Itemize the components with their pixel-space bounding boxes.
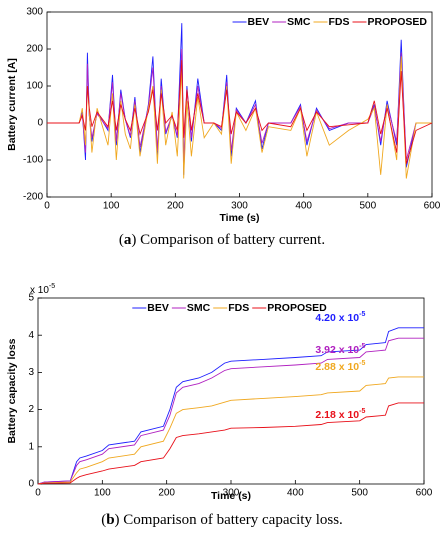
multiplier-exponent: -5 [49,283,55,290]
legend-label: SMC [187,302,211,314]
y-tick-label: 3 [28,367,34,378]
x-tick-label: 300 [223,488,240,499]
legend-label: PROPOSED [267,302,327,314]
annotation-exponent: -5 [359,311,365,318]
annotation-base: 2.88 x 10 [315,361,359,373]
series-line [37,376,424,485]
x-tick-label: 100 [94,488,111,499]
x-tick-label: 400 [295,201,312,212]
caption-part: ( [119,232,124,248]
y-tick-label: -200 [23,192,43,203]
caption-part: b [106,512,114,528]
caption: (b) Comparison of battery capacity loss. [101,512,343,528]
x-tick-label: 500 [351,488,368,499]
y-tick-label: 4 [28,330,34,341]
annotation: 2.18 x 10-5 [315,408,365,421]
caption-part: ) Comparison of battery current. [131,232,325,248]
annotation-base: 2.18 x 10 [315,409,359,421]
legend-label: SMC [287,16,311,28]
annotation: 3.92 x 10-5 [315,343,365,356]
x-tick-label: 200 [158,488,175,499]
annotation-exponent: -5 [359,408,365,415]
y-axis-label: Battery capacity loss [6,338,18,443]
y-tick-label: 5 [28,293,34,304]
x-tick-label: 300 [231,201,248,212]
legend-label: BEV [248,16,270,28]
y-tick-label: 200 [26,44,43,55]
y-tick-label: 2 [28,404,34,415]
annotation-base: 4.20 x 10 [315,312,359,324]
legend-label: FDS [228,302,249,314]
y-tick-label: -100 [23,155,43,166]
annotation: 4.20 x 10-5 [315,311,365,324]
y-axis-label: Battery current [A] [6,58,18,151]
axis-multiplier: x 10-5 [30,283,55,296]
series-line [37,337,424,485]
x-axis-label: Time (s) [219,212,259,224]
x-tick-label: 600 [424,201,441,212]
series-line [47,56,432,179]
annotation: 2.88 x 10-5 [315,360,365,373]
legend-label: BEV [147,302,169,314]
series-line [47,60,433,164]
legend-label: FDS [328,16,349,28]
x-tick-label: 0 [44,201,50,212]
y-tick-label: 0 [37,118,43,129]
annotation-base: 3.92 x 10 [315,344,359,356]
series-line [37,402,424,485]
y-tick-label: 1 [28,441,34,452]
x-tick-label: 500 [359,201,376,212]
series-line [47,48,432,164]
caption-part: ( [101,512,106,528]
annotation-exponent: -5 [359,360,365,367]
x-tick-label: 100 [103,201,120,212]
x-tick-label: 200 [167,201,184,212]
caption-part: ) Comparison of battery capacity loss. [115,512,343,528]
series-line [47,23,432,175]
annotation-exponent: -5 [359,343,365,350]
series-line [37,327,424,485]
multiplier-base: x 10 [30,285,49,296]
x-axis-label: Time (s) [211,490,251,502]
caption: (a) Comparison of battery current. [119,232,325,248]
legend-label: PROPOSED [367,16,427,28]
caption-part: a [124,232,132,248]
y-tick-label: 300 [26,7,43,18]
y-tick-label: 100 [26,81,43,92]
legend: BEV SMC FDS PROPOSED [132,302,327,314]
x-tick-label: 0 [35,488,41,499]
legend: BEV SMC FDS PROPOSED [232,16,427,28]
x-tick-label: 600 [416,488,433,499]
y-tick-label: 0 [28,479,34,490]
x-tick-label: 400 [287,488,304,499]
